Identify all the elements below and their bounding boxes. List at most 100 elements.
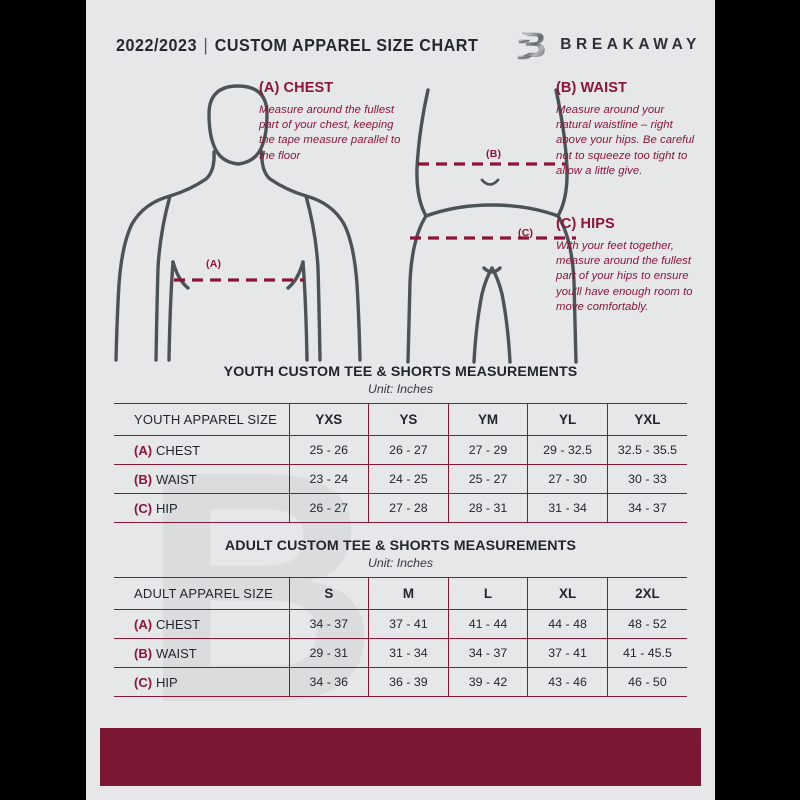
adult-hip-l: 39 - 42 [448,667,529,697]
table-header-row: YOUTH APPAREL SIZE YXS YS YM YL YXL [114,403,687,436]
marker-a: (A) [134,616,153,632]
guide-waist: (B) WAIST Measure around your natural wa… [556,80,701,179]
youth-row-hip-label: (C) HIP [114,493,290,523]
marker-b: (B) [134,645,153,661]
adult-table-title: ADULT CUSTOM TEE & SHORTS MEASUREMENTS [224,538,577,554]
guide-hips-heading: (C) HIPS [556,216,615,232]
youth-hip-yxl: 34 - 37 [607,493,687,523]
size-header-yxl: YXL [607,403,687,436]
page-title: 2022/2023 | CUSTOM APPAREL SIZE CHART [116,35,478,56]
youth-hip-yl: 31 - 34 [527,493,608,523]
size-header-ys: YS [368,403,449,436]
table-row: (A) CHEST 34 - 37 37 - 41 41 - 44 44 - 48… [114,609,687,639]
adult-chest-xl: 44 - 48 [527,609,608,639]
brand-name: BREAKAWAY [560,36,701,53]
youth-waist-yxs: 23 - 24 [289,464,370,494]
size-header-2xl: 2XL [607,577,687,610]
table-row: (A) CHEST 25 - 26 26 - 27 27 - 29 29 - 32… [114,435,687,465]
adult-size-table: ADULT APPAREL SIZE S M L XL 2XL (A) CHEST… [114,577,687,697]
row-label-waist: WAIST [156,471,197,487]
adult-chest-m: 37 - 41 [368,609,449,639]
size-header-s: S [289,577,370,610]
size-chart-page: B 2022/2023 | CUSTOM APPAREL SIZE CHART [86,0,715,800]
adult-size-table-section: ADULT CUSTOM TEE & SHORTS MEASUREMENTS U… [86,538,715,697]
marker-c: (C) [134,500,153,516]
row-label-chest: CHEST [156,616,201,632]
youth-chest-ym: 27 - 29 [448,435,529,465]
adult-waist-2xl: 41 - 45.5 [607,638,687,668]
row-label-hip: HIP [156,674,178,690]
youth-waist-yl: 27 - 30 [527,464,608,494]
breakaway-b-logo-icon [518,32,546,59]
size-header-xl: XL [527,577,608,610]
adult-hip-m: 36 - 39 [368,667,449,697]
guide-hips-body: With your feet together, measure around … [556,240,693,313]
youth-chest-yxl: 32.5 - 35.5 [607,435,687,465]
size-header-m: M [368,577,449,610]
youth-apparel-size-header: YOUTH APPAREL SIZE [114,403,290,436]
navel-mark [480,178,500,186]
adult-hip-s: 34 - 36 [289,667,370,697]
guide-chest-heading: (A) CHEST [259,80,334,96]
marker-a: (A) [134,442,153,458]
youth-size-table-section: YOUTH CUSTOM TEE & SHORTS MEASUREMENTS U… [86,364,715,523]
guide-chest: (A) CHEST Measure around the fullest par… [259,80,411,164]
page-header: 2022/2023 | CUSTOM APPAREL SIZE CHART [86,28,715,62]
row-label-chest: CHEST [156,442,201,458]
table-header-row: ADULT APPAREL SIZE S M L XL 2XL [114,577,687,610]
marker-b: (B) [134,471,153,487]
season-label: 2022/2023 [116,34,198,55]
guide-waist-heading: (B) WAIST [556,80,627,96]
adult-waist-xl: 37 - 41 [527,638,608,668]
adult-chest-l: 41 - 44 [448,609,529,639]
adult-chest-s: 34 - 37 [289,609,370,639]
youth-size-table: YOUTH APPAREL SIZE YXS YS YM YL YXL (A) C… [114,403,687,523]
youth-waist-ys: 24 - 25 [368,464,449,494]
row-label-waist: WAIST [156,645,197,661]
adult-chest-2xl: 48 - 52 [607,609,687,639]
brand-lockup: BREAKAWAY [517,28,701,62]
adult-apparel-size-header: ADULT APPAREL SIZE [114,577,290,610]
guide-waist-body: Measure around your natural waistline – … [556,104,695,177]
adult-waist-l: 34 - 37 [448,638,529,668]
size-header-ym: YM [448,403,529,436]
adult-hip-xl: 43 - 46 [527,667,608,697]
youth-hip-ym: 28 - 31 [448,493,529,523]
size-header-yxs: YXS [289,403,370,436]
row-label-hip: HIP [156,500,178,516]
guide-hips: (C) HIPS With your feet together, measur… [556,216,708,315]
footer-bar [100,728,701,786]
title-text: CUSTOM APPAREL SIZE CHART [214,34,479,55]
table-row: (C) HIP 34 - 36 36 - 39 39 - 42 43 - 46 4… [114,667,687,697]
adult-row-waist-label: (B) WAIST [114,638,290,668]
title-separator: | [203,34,209,55]
youth-hip-yxs: 26 - 27 [289,493,370,523]
adult-table-unit: Unit: Inches [368,556,433,570]
waist-line-label: (B) [486,148,502,160]
hip-line-label: (C) [518,227,534,239]
youth-waist-ym: 25 - 27 [448,464,529,494]
marker-c: (C) [134,674,153,690]
table-row: (B) WAIST 29 - 31 31 - 34 34 - 37 37 - 41… [114,638,687,668]
adult-waist-s: 29 - 31 [289,638,370,668]
adult-waist-m: 31 - 34 [368,638,449,668]
table-row: (C) HIP 26 - 27 27 - 28 28 - 31 31 - 34 3… [114,493,687,523]
adult-row-chest-label: (A) CHEST [114,609,290,639]
size-header-yl: YL [527,403,608,436]
size-header-l: L [448,577,529,610]
youth-chest-yxs: 25 - 26 [289,435,370,465]
adult-row-hip-label: (C) HIP [114,667,290,697]
human-torso-front-icon [114,84,362,362]
youth-chest-ys: 26 - 27 [368,435,449,465]
youth-waist-yxl: 30 - 33 [607,464,687,494]
table-row: (B) WAIST 23 - 24 24 - 25 25 - 27 27 - 30… [114,464,687,494]
guide-chest-body: Measure around the fullest part of your … [259,104,401,162]
adult-hip-2xl: 46 - 50 [607,667,687,697]
human-hips-front-icon [406,88,578,364]
chest-line-label: (A) [206,258,222,270]
youth-table-unit: Unit: Inches [368,382,433,396]
youth-hip-ys: 27 - 28 [368,493,449,523]
youth-row-waist-label: (B) WAIST [114,464,290,494]
youth-chest-yl: 29 - 32.5 [527,435,608,465]
youth-row-chest-label: (A) CHEST [114,435,290,465]
